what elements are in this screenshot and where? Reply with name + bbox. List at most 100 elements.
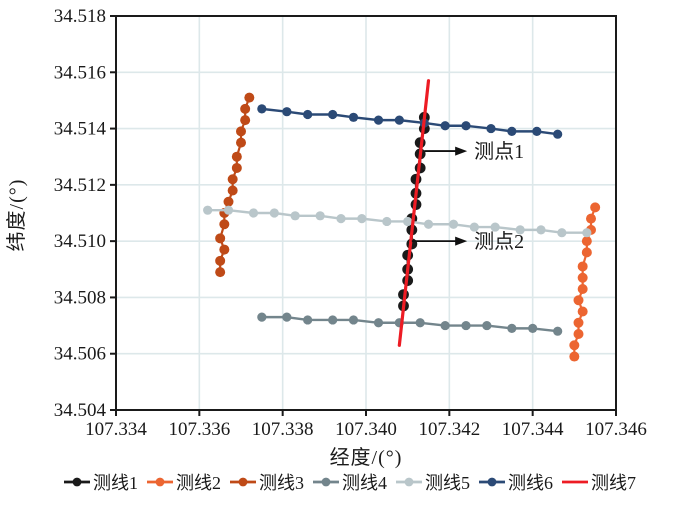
series-marker-5 <box>582 228 592 238</box>
legend-label: 测线4 <box>342 473 387 493</box>
series-marker-3 <box>219 244 230 255</box>
series-marker-5 <box>357 214 367 224</box>
series-marker-4 <box>553 326 563 336</box>
y-tick-label: 34.516 <box>54 62 106 83</box>
series-marker-2 <box>569 340 580 351</box>
series-marker-3 <box>236 126 246 137</box>
series-marker-6 <box>373 115 384 125</box>
y-tick-label: 34.506 <box>54 344 106 365</box>
series-marker-2 <box>586 213 596 224</box>
series-marker-5 <box>269 208 279 218</box>
series-marker-3 <box>215 267 226 278</box>
legend-item-4: 测线4 <box>313 469 387 495</box>
series-marker-3 <box>244 92 255 103</box>
series-marker-5 <box>557 228 567 238</box>
series-marker-3 <box>219 219 230 230</box>
legend: 测线1 测线2 测线3 测线4 测线5 测线6 测线7 <box>0 469 700 495</box>
series-marker-6 <box>348 112 359 122</box>
legend-label: 测线3 <box>259 473 304 493</box>
series-marker-3 <box>227 174 238 185</box>
x-tick-label: 107.346 <box>585 419 647 440</box>
series-marker-4 <box>461 320 471 331</box>
series-marker-3 <box>223 196 234 207</box>
series-marker-2 <box>573 317 584 328</box>
legend-label: 测线7 <box>591 473 636 493</box>
series-marker-3 <box>215 255 226 266</box>
series-marker-5 <box>290 211 300 221</box>
x-tick-label: 107.340 <box>335 419 397 440</box>
series-marker-3 <box>215 233 226 244</box>
legend-marker-5-icon <box>396 477 422 487</box>
series-marker-6 <box>461 121 471 131</box>
y-tick-label: 34.504 <box>54 400 107 421</box>
x-tick-label: 107.344 <box>502 419 564 440</box>
series-marker-5 <box>203 205 213 215</box>
series-marker-6 <box>507 126 517 136</box>
series-marker-4 <box>440 320 450 331</box>
plot-area: 107.334 107.336 107.338 107.340 107.342 107.3… <box>54 6 647 440</box>
x-axis-title: 经度/(°) <box>329 447 403 469</box>
series-line-3 <box>219 96 251 274</box>
series-marker-4 <box>373 318 384 328</box>
series-marker-5 <box>448 219 459 229</box>
series-marker-5 <box>403 216 413 227</box>
series-marker-6 <box>532 126 542 136</box>
series-marker-5 <box>490 222 500 232</box>
series-marker-6 <box>440 121 450 131</box>
series-marker-2 <box>590 202 601 213</box>
series-marker-5 <box>469 222 479 232</box>
annotation-label: 测点1 <box>474 140 524 163</box>
x-tick-label: 107.338 <box>252 419 314 440</box>
legend-item-5: 测线5 <box>396 469 470 495</box>
x-tick-label: 107.334 <box>85 419 147 440</box>
series-marker-2 <box>569 351 580 362</box>
legend-marker-6-icon <box>479 477 505 487</box>
series-line-5 <box>206 208 589 234</box>
legend-label: 测线1 <box>93 473 138 493</box>
series-marker-2 <box>577 272 588 283</box>
legend-item-1: 测线1 <box>64 469 138 495</box>
series-marker-2 <box>573 295 584 306</box>
series-marker-6 <box>328 109 338 120</box>
series-marker-3 <box>240 103 251 114</box>
annotation-arrowhead-icon <box>455 146 468 156</box>
y-tick-label: 34.514 <box>54 119 107 140</box>
x-tick-label: 107.342 <box>418 419 480 440</box>
series-marker-5 <box>223 205 234 215</box>
y-tick-label: 34.512 <box>54 175 106 196</box>
legend-item-2: 测线2 <box>147 469 221 495</box>
series-marker-6 <box>394 115 404 125</box>
legend-label: 测线2 <box>176 473 221 493</box>
series-marker-4 <box>348 315 359 325</box>
legend-marker-7-icon <box>562 480 588 484</box>
legend-item-3: 测线3 <box>230 469 304 495</box>
y-tick-label: 34.508 <box>54 287 106 308</box>
x-tick-label: 107.336 <box>168 419 230 440</box>
legend-marker-4-icon <box>313 477 339 487</box>
annotation-label: 测点2 <box>474 230 524 253</box>
series-marker-5 <box>248 208 259 218</box>
y-tick-label: 34.510 <box>54 231 106 252</box>
legend-marker-3-icon <box>230 477 256 487</box>
series-marker-6 <box>257 104 267 114</box>
series-marker-6 <box>553 129 563 139</box>
series-marker-2 <box>577 306 588 317</box>
annotation-arrowhead-icon <box>455 236 468 246</box>
series-marker-4 <box>482 320 492 331</box>
series-marker-2 <box>581 247 592 258</box>
series-marker-4 <box>528 323 538 333</box>
series-marker-6 <box>282 107 292 117</box>
series-marker-5 <box>382 216 392 227</box>
legend-item-7: 测线7 <box>562 469 636 495</box>
series-marker-5 <box>336 214 346 224</box>
series-marker-5 <box>515 225 525 235</box>
series-line-7 <box>397 79 431 347</box>
series-marker-2 <box>577 261 588 272</box>
legend-label: 测线6 <box>508 473 553 493</box>
series-marker-2 <box>577 283 588 294</box>
series-marker-5 <box>536 225 546 235</box>
legend-item-6: 测线6 <box>479 469 553 495</box>
legend-marker-2-icon <box>147 477 173 487</box>
legend-label: 测线5 <box>425 473 470 493</box>
